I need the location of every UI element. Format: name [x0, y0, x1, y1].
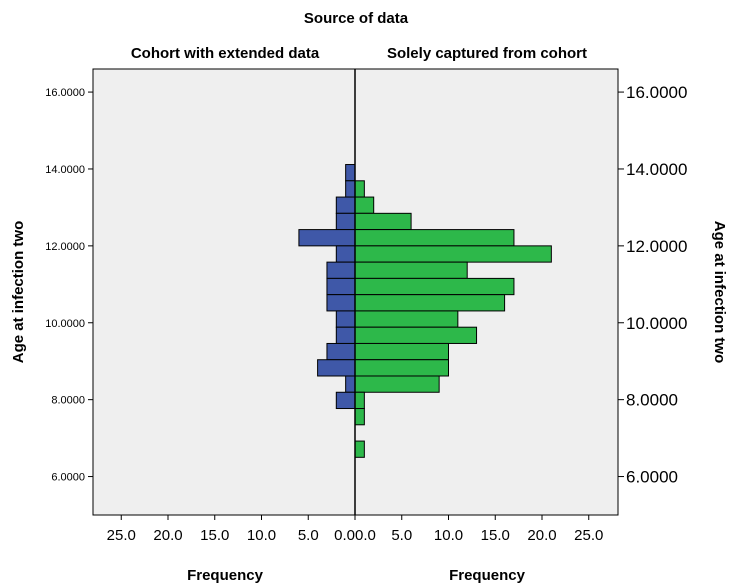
x-ticks: 0.0 0.0 5.0 5.0 10.0 10.0 15.0 15.0 20.0 20.0 25.0…	[107, 515, 603, 544]
x-tick-label: 0.0	[355, 527, 376, 544]
right-bar	[354, 196, 375, 214]
left-y-ticks: 6.0000 8.0000 10.0000 12.0000 14.0000 16.0000	[45, 87, 93, 484]
left-bar	[335, 310, 356, 328]
left-bar	[326, 342, 356, 361]
right-y-ticks: 6.0000 8.0000 10.0000 12.0000 14.0000 16.0000	[618, 83, 687, 487]
y-tick-label: 14.0000	[45, 164, 85, 176]
y-tick-label: 16.0000	[45, 87, 85, 99]
left-bar	[335, 212, 356, 231]
bars-group	[298, 164, 552, 458]
left-bar	[326, 261, 356, 279]
left-bar	[335, 196, 356, 214]
left-bar	[298, 229, 356, 247]
left-bar	[326, 277, 356, 296]
y-tick-label: 10.0000	[626, 314, 687, 333]
right-y-axis-label: Age at infection two	[711, 221, 728, 364]
y-tick-label: 8.0000	[51, 395, 85, 407]
x-tick-label: 5.0	[298, 527, 319, 544]
chart-title: Source of data	[304, 10, 409, 27]
left-bar	[345, 164, 356, 182]
right-bar	[354, 342, 449, 361]
x-tick-label: 15.0	[481, 527, 510, 544]
right-bar	[354, 277, 515, 296]
left-x-axis-label: Frequency	[187, 567, 264, 584]
x-tick-label: 25.0	[107, 527, 136, 544]
left-y-axis-label: Age at infection two	[10, 221, 27, 364]
left-bar	[317, 359, 356, 377]
y-tick-label: 12.0000	[45, 241, 85, 253]
y-tick-label: 16.0000	[626, 83, 687, 102]
left-bar	[345, 180, 356, 198]
right-bar	[354, 229, 515, 247]
right-bar	[354, 180, 365, 198]
right-bar	[354, 326, 478, 344]
left-bar	[335, 245, 356, 263]
right-bar	[354, 310, 459, 328]
right-bar	[354, 440, 365, 458]
right-bar	[354, 391, 365, 410]
right-bar	[354, 375, 440, 393]
left-bar	[345, 375, 356, 393]
right-panel-label: Solely captured from cohort	[387, 45, 587, 62]
x-tick-label: 15.0	[200, 527, 229, 544]
x-tick-label: 20.0	[153, 527, 182, 544]
left-panel-label: Cohort with extended data	[131, 45, 320, 62]
right-bar	[354, 245, 552, 263]
y-tick-label: 6.0000	[626, 468, 678, 487]
right-bar	[354, 408, 365, 426]
left-bar	[326, 294, 356, 312]
x-tick-label: 5.0	[391, 527, 412, 544]
right-bar	[354, 212, 412, 231]
y-tick-label: 14.0000	[626, 160, 687, 179]
y-tick-label: 8.0000	[626, 391, 678, 410]
x-tick-label: 25.0	[574, 527, 603, 544]
right-x-axis-label: Frequency	[449, 567, 526, 584]
y-tick-label: 10.0000	[45, 318, 85, 330]
left-bar	[335, 326, 356, 344]
y-tick-label: 12.0000	[626, 237, 687, 256]
right-bar	[354, 261, 468, 279]
right-bar	[354, 294, 506, 312]
left-bar	[335, 391, 356, 410]
x-tick-label: 0.0	[334, 527, 355, 544]
x-tick-label: 10.0	[247, 527, 276, 544]
x-tick-label: 20.0	[527, 527, 556, 544]
y-tick-label: 6.0000	[51, 472, 85, 484]
x-tick-label: 10.0	[434, 527, 463, 544]
right-bar	[354, 359, 449, 377]
